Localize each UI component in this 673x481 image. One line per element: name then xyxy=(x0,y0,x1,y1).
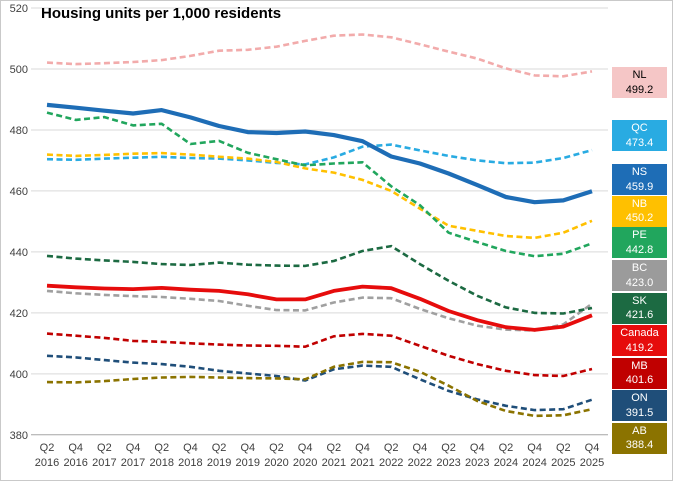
x-tick-quarter: Q2 xyxy=(384,442,399,454)
y-tick-label: 480 xyxy=(10,125,28,137)
x-tick-year: 2017 xyxy=(92,457,116,469)
x-tick-quarter: Q4 xyxy=(527,442,542,454)
x-tick-quarter: Q4 xyxy=(585,442,600,454)
x-tick-year: 2022 xyxy=(379,457,403,469)
x-tick-year: 2019 xyxy=(236,457,260,469)
x-tick-quarter: Q2 xyxy=(499,442,514,454)
series-line-sk xyxy=(46,244,593,315)
series-line-ns xyxy=(46,102,593,205)
y-tick-label: 420 xyxy=(10,308,28,320)
x-tick-year: 2017 xyxy=(121,457,145,469)
series-line-nl xyxy=(46,33,593,78)
x-tick-year: 2023 xyxy=(465,457,489,469)
y-tick-label: 500 xyxy=(10,64,28,76)
x-tick-year: 2022 xyxy=(408,457,432,469)
x-tick-year: 2024 xyxy=(494,457,518,469)
x-tick-quarter: Q4 xyxy=(183,442,198,454)
series-lines xyxy=(46,33,593,418)
x-tick-quarter: Q4 xyxy=(240,442,255,454)
x-tick-quarter: Q4 xyxy=(413,442,428,454)
chart-title: Housing units per 1,000 residents xyxy=(41,5,282,22)
x-tick-year: 2020 xyxy=(264,457,288,469)
y-tick-label: 460 xyxy=(10,186,28,198)
x-tick-year: 2020 xyxy=(293,457,317,469)
x-tick-quarter: Q4 xyxy=(126,442,141,454)
series-line-on xyxy=(46,354,593,412)
series-line-nb xyxy=(46,151,593,240)
x-tick-quarter: Q2 xyxy=(154,442,169,454)
x-tick-year: 2016 xyxy=(63,457,87,469)
y-tick-label: 380 xyxy=(10,430,28,442)
x-tick-year: 2016 xyxy=(35,457,59,469)
x-tick-quarter: Q2 xyxy=(556,442,571,454)
series-line-qc xyxy=(46,143,593,166)
x-tick-quarter: Q2 xyxy=(326,442,341,454)
gridlines xyxy=(31,7,608,436)
x-tick-quarter: Q2 xyxy=(40,442,55,454)
x-tick-quarter: Q2 xyxy=(269,442,284,454)
series-line-mb xyxy=(46,332,593,378)
x-tick-year: 2025 xyxy=(551,457,575,469)
y-tick-label: 440 xyxy=(10,247,28,259)
x-tick-quarter: Q4 xyxy=(68,442,83,454)
x-tick-year: 2018 xyxy=(149,457,173,469)
x-axis-labels: Q2 2016 Q4 2016 Q2 2017 Q4 2017 Q2 2018 Q4 2018 Q2 20… xyxy=(35,442,604,469)
series-line-ab xyxy=(46,360,593,418)
x-tick-year: 2018 xyxy=(178,457,202,469)
x-tick-quarter: Q4 xyxy=(355,442,370,454)
x-tick-year: 2024 xyxy=(522,457,546,469)
x-tick-year: 2019 xyxy=(207,457,231,469)
y-tick-label: 520 xyxy=(10,3,28,15)
x-tick-quarter: Q2 xyxy=(441,442,456,454)
x-tick-quarter: Q2 xyxy=(97,442,112,454)
x-tick-quarter: Q4 xyxy=(470,442,485,454)
x-tick-year: 2023 xyxy=(436,457,460,469)
series-line-pe xyxy=(46,111,593,258)
y-axis-labels: 520 500 480 460 440 420 400 380 xyxy=(10,3,28,442)
x-tick-year: 2025 xyxy=(580,457,604,469)
x-tick-quarter: Q2 xyxy=(212,442,227,454)
series-line-canada xyxy=(46,283,593,332)
x-tick-year: 2021 xyxy=(322,457,346,469)
y-tick-label: 400 xyxy=(10,369,28,381)
x-tick-quarter: Q4 xyxy=(298,442,313,454)
series-line-bc xyxy=(46,289,593,332)
x-tick-year: 2021 xyxy=(350,457,374,469)
